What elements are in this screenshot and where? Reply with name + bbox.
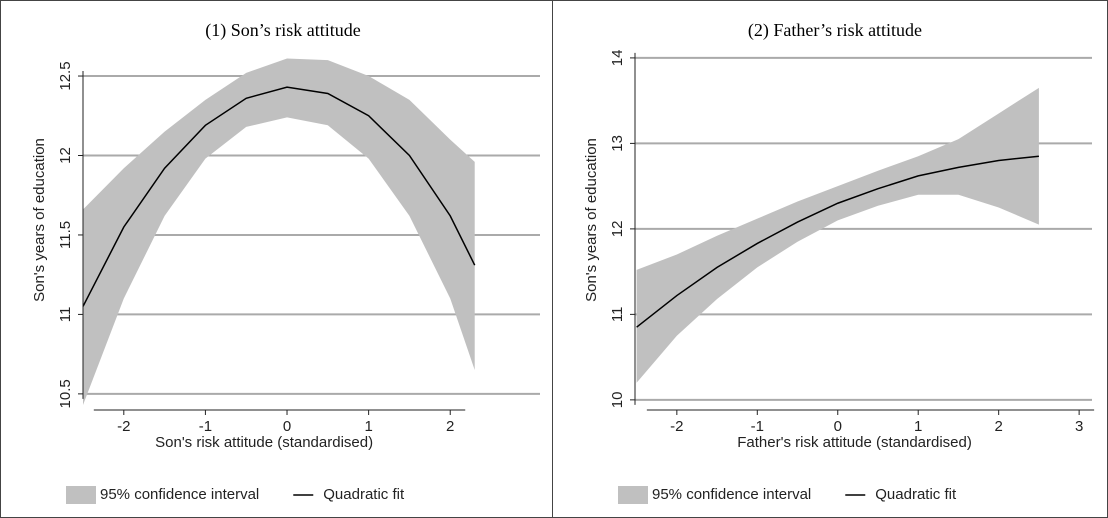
confidence-band xyxy=(636,87,1039,383)
y-tick-label: 12 xyxy=(57,147,74,164)
x-tick-label: 0 xyxy=(283,418,291,435)
legend-swatch xyxy=(618,486,648,504)
x-tick-label: -1 xyxy=(199,418,212,435)
x-tick-label: -2 xyxy=(117,418,130,435)
legend-swatch xyxy=(66,486,96,504)
x-tick-label: 2 xyxy=(446,418,454,435)
x-tick-label: 2 xyxy=(994,418,1002,435)
x-tick-label: 0 xyxy=(834,418,842,435)
x-tick-label: -2 xyxy=(670,418,683,435)
y-tick-label: 12 xyxy=(609,221,626,238)
y-tick-label: 13 xyxy=(609,135,626,152)
confidence-band xyxy=(83,58,475,405)
y-tick-label: 12.5 xyxy=(57,61,74,90)
legend-label: 95% confidence interval xyxy=(100,486,259,503)
legend-label: Quadratic fit xyxy=(323,486,405,503)
x-tick-label: 1 xyxy=(364,418,372,435)
fit-line xyxy=(636,155,1039,328)
chart-title: (1) Son’s risk attitude xyxy=(205,20,361,41)
fit-line xyxy=(82,86,476,307)
x-tick-label: 1 xyxy=(914,418,922,435)
legend-label: Quadratic fit xyxy=(875,486,957,503)
x-tick-label: 3 xyxy=(1075,418,1083,435)
y-tick-label: 11 xyxy=(57,307,74,323)
y-tick-label: 10.5 xyxy=(57,379,74,408)
y-axis-label: Son's years of education xyxy=(583,138,600,302)
legend-label: 95% confidence interval xyxy=(652,486,811,503)
x-tick-label: -1 xyxy=(751,418,764,435)
x-axis-label: Son's risk attitude (standardised) xyxy=(155,434,373,451)
y-tick-label: 14 xyxy=(609,50,626,67)
y-tick-label: 11.5 xyxy=(57,221,74,249)
y-tick-label: 11 xyxy=(609,307,626,323)
y-tick-label: 10 xyxy=(609,392,626,409)
x-axis-label: Father's risk attitude (standardised) xyxy=(737,434,972,451)
y-axis-label: Son's years of education xyxy=(31,138,48,302)
chart-title: (2) Father’s risk attitude xyxy=(748,20,922,41)
